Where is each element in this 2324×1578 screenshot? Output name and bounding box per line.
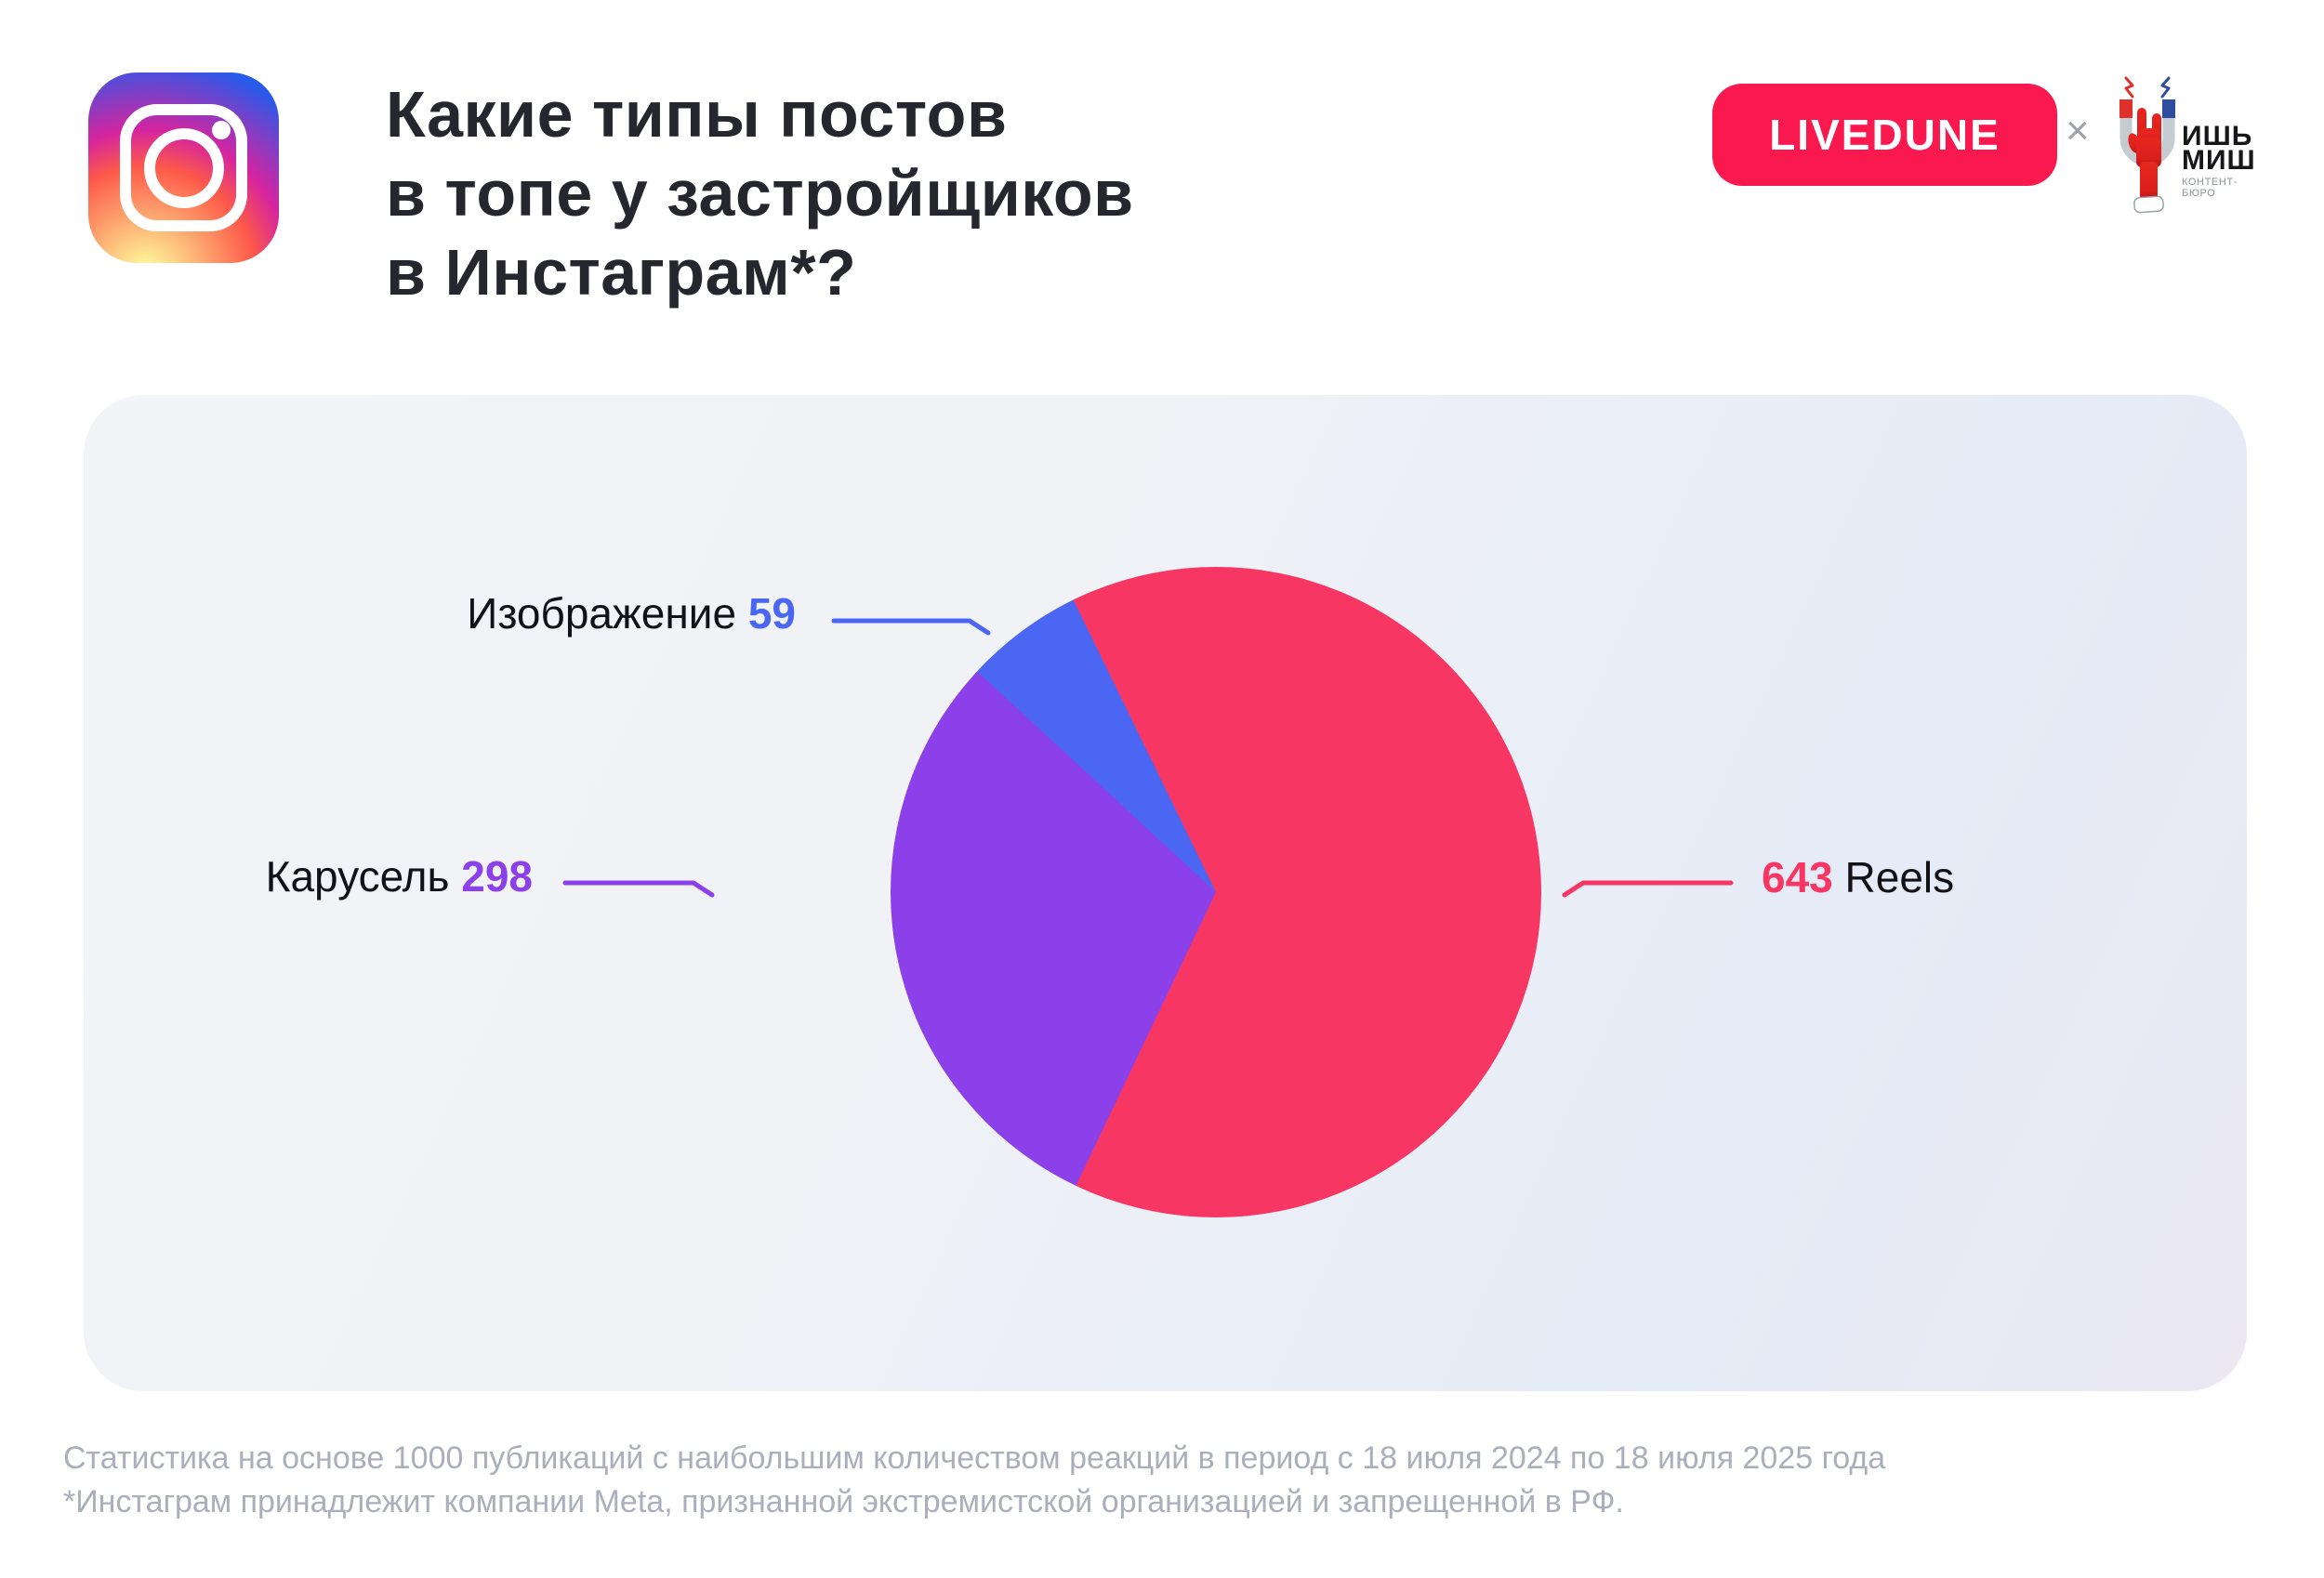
instagram-camera-outline-icon: [120, 104, 247, 231]
instagram-flash-dot-icon: [212, 121, 231, 139]
callout-carousel-value: 298: [461, 852, 533, 901]
ishmish-subtitle: КОНТЕНТ-БЮРО: [2182, 177, 2238, 199]
pie-chart: [891, 567, 1541, 1217]
instagram-lens-icon: [143, 127, 224, 208]
callout-reels: 643 Reels: [1762, 853, 1954, 901]
callout-image: Изображение 59: [467, 589, 796, 638]
livedune-badge[interactable]: LIVEDUNE: [1712, 84, 2057, 186]
page-title: Какие типы постов в топе у застройщиков …: [386, 75, 1134, 312]
instagram-logo: [88, 72, 279, 263]
title-line-3: в Инстаграм*?: [386, 236, 857, 309]
callout-reels-value: 643: [1762, 853, 1833, 901]
footer-note: Статистика на основе 1000 публикаций с н…: [63, 1437, 1885, 1524]
magnet-hand-icon: [2119, 76, 2175, 214]
callout-image-text: Изображение: [467, 589, 737, 638]
footer-line-2: *Инстаграм принадлежит компании Meta, пр…: [63, 1484, 1624, 1519]
collab-x-separator: ×: [2066, 108, 2090, 153]
ishmish-logo: ИШЬ МИШ КОНТЕНТ-БЮРО: [2117, 72, 2256, 221]
title-line-2: в топе у застройщиков: [386, 157, 1134, 230]
ishmish-name: ИШЬ МИШ: [2182, 121, 2256, 176]
footer-line-1: Статистика на основе 1000 публикаций с н…: [63, 1440, 1886, 1476]
callout-reels-text: Reels: [1844, 853, 1955, 901]
callout-carousel-text: Карусель: [265, 852, 450, 901]
callout-carousel: Карусель 298: [266, 852, 533, 901]
title-line-1: Какие типы постов: [386, 78, 1008, 151]
livedune-label: LIVEDUNE: [1769, 111, 2000, 159]
callout-image-value: 59: [747, 589, 796, 638]
